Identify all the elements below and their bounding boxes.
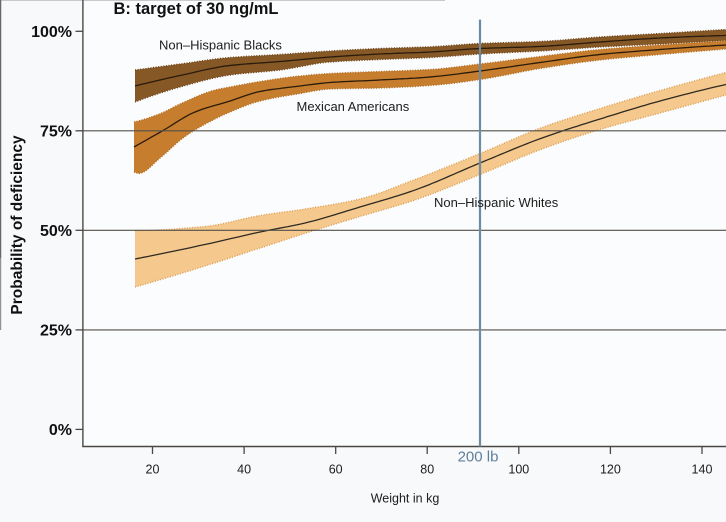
svg-text:25%: 25% <box>40 323 72 340</box>
svg-text:200 lb: 200 lb <box>458 449 499 466</box>
svg-text:120: 120 <box>600 463 621 477</box>
svg-text:Non–Hispanic Whites: Non–Hispanic Whites <box>434 195 559 210</box>
svg-text:100: 100 <box>508 463 529 477</box>
svg-text:60: 60 <box>329 463 343 477</box>
svg-text:Non–Hispanic Blacks: Non–Hispanic Blacks <box>159 38 282 53</box>
svg-text:Mexican Americans: Mexican Americans <box>297 99 410 114</box>
svg-text:80: 80 <box>420 463 434 477</box>
svg-text:140: 140 <box>692 463 713 477</box>
svg-text:75%: 75% <box>40 123 72 140</box>
svg-text:100%: 100% <box>31 24 72 41</box>
svg-text:Weight in kg: Weight in kg <box>371 492 440 506</box>
svg-text:40: 40 <box>237 463 251 477</box>
svg-text:50%: 50% <box>40 223 72 240</box>
svg-text:0%: 0% <box>49 422 72 439</box>
svg-text:Probability of deficiency: Probability of deficiency <box>9 135 26 315</box>
svg-text:B: target of 30 ng/mL: B: target of 30 ng/mL <box>114 0 279 18</box>
svg-text:20: 20 <box>146 463 160 477</box>
